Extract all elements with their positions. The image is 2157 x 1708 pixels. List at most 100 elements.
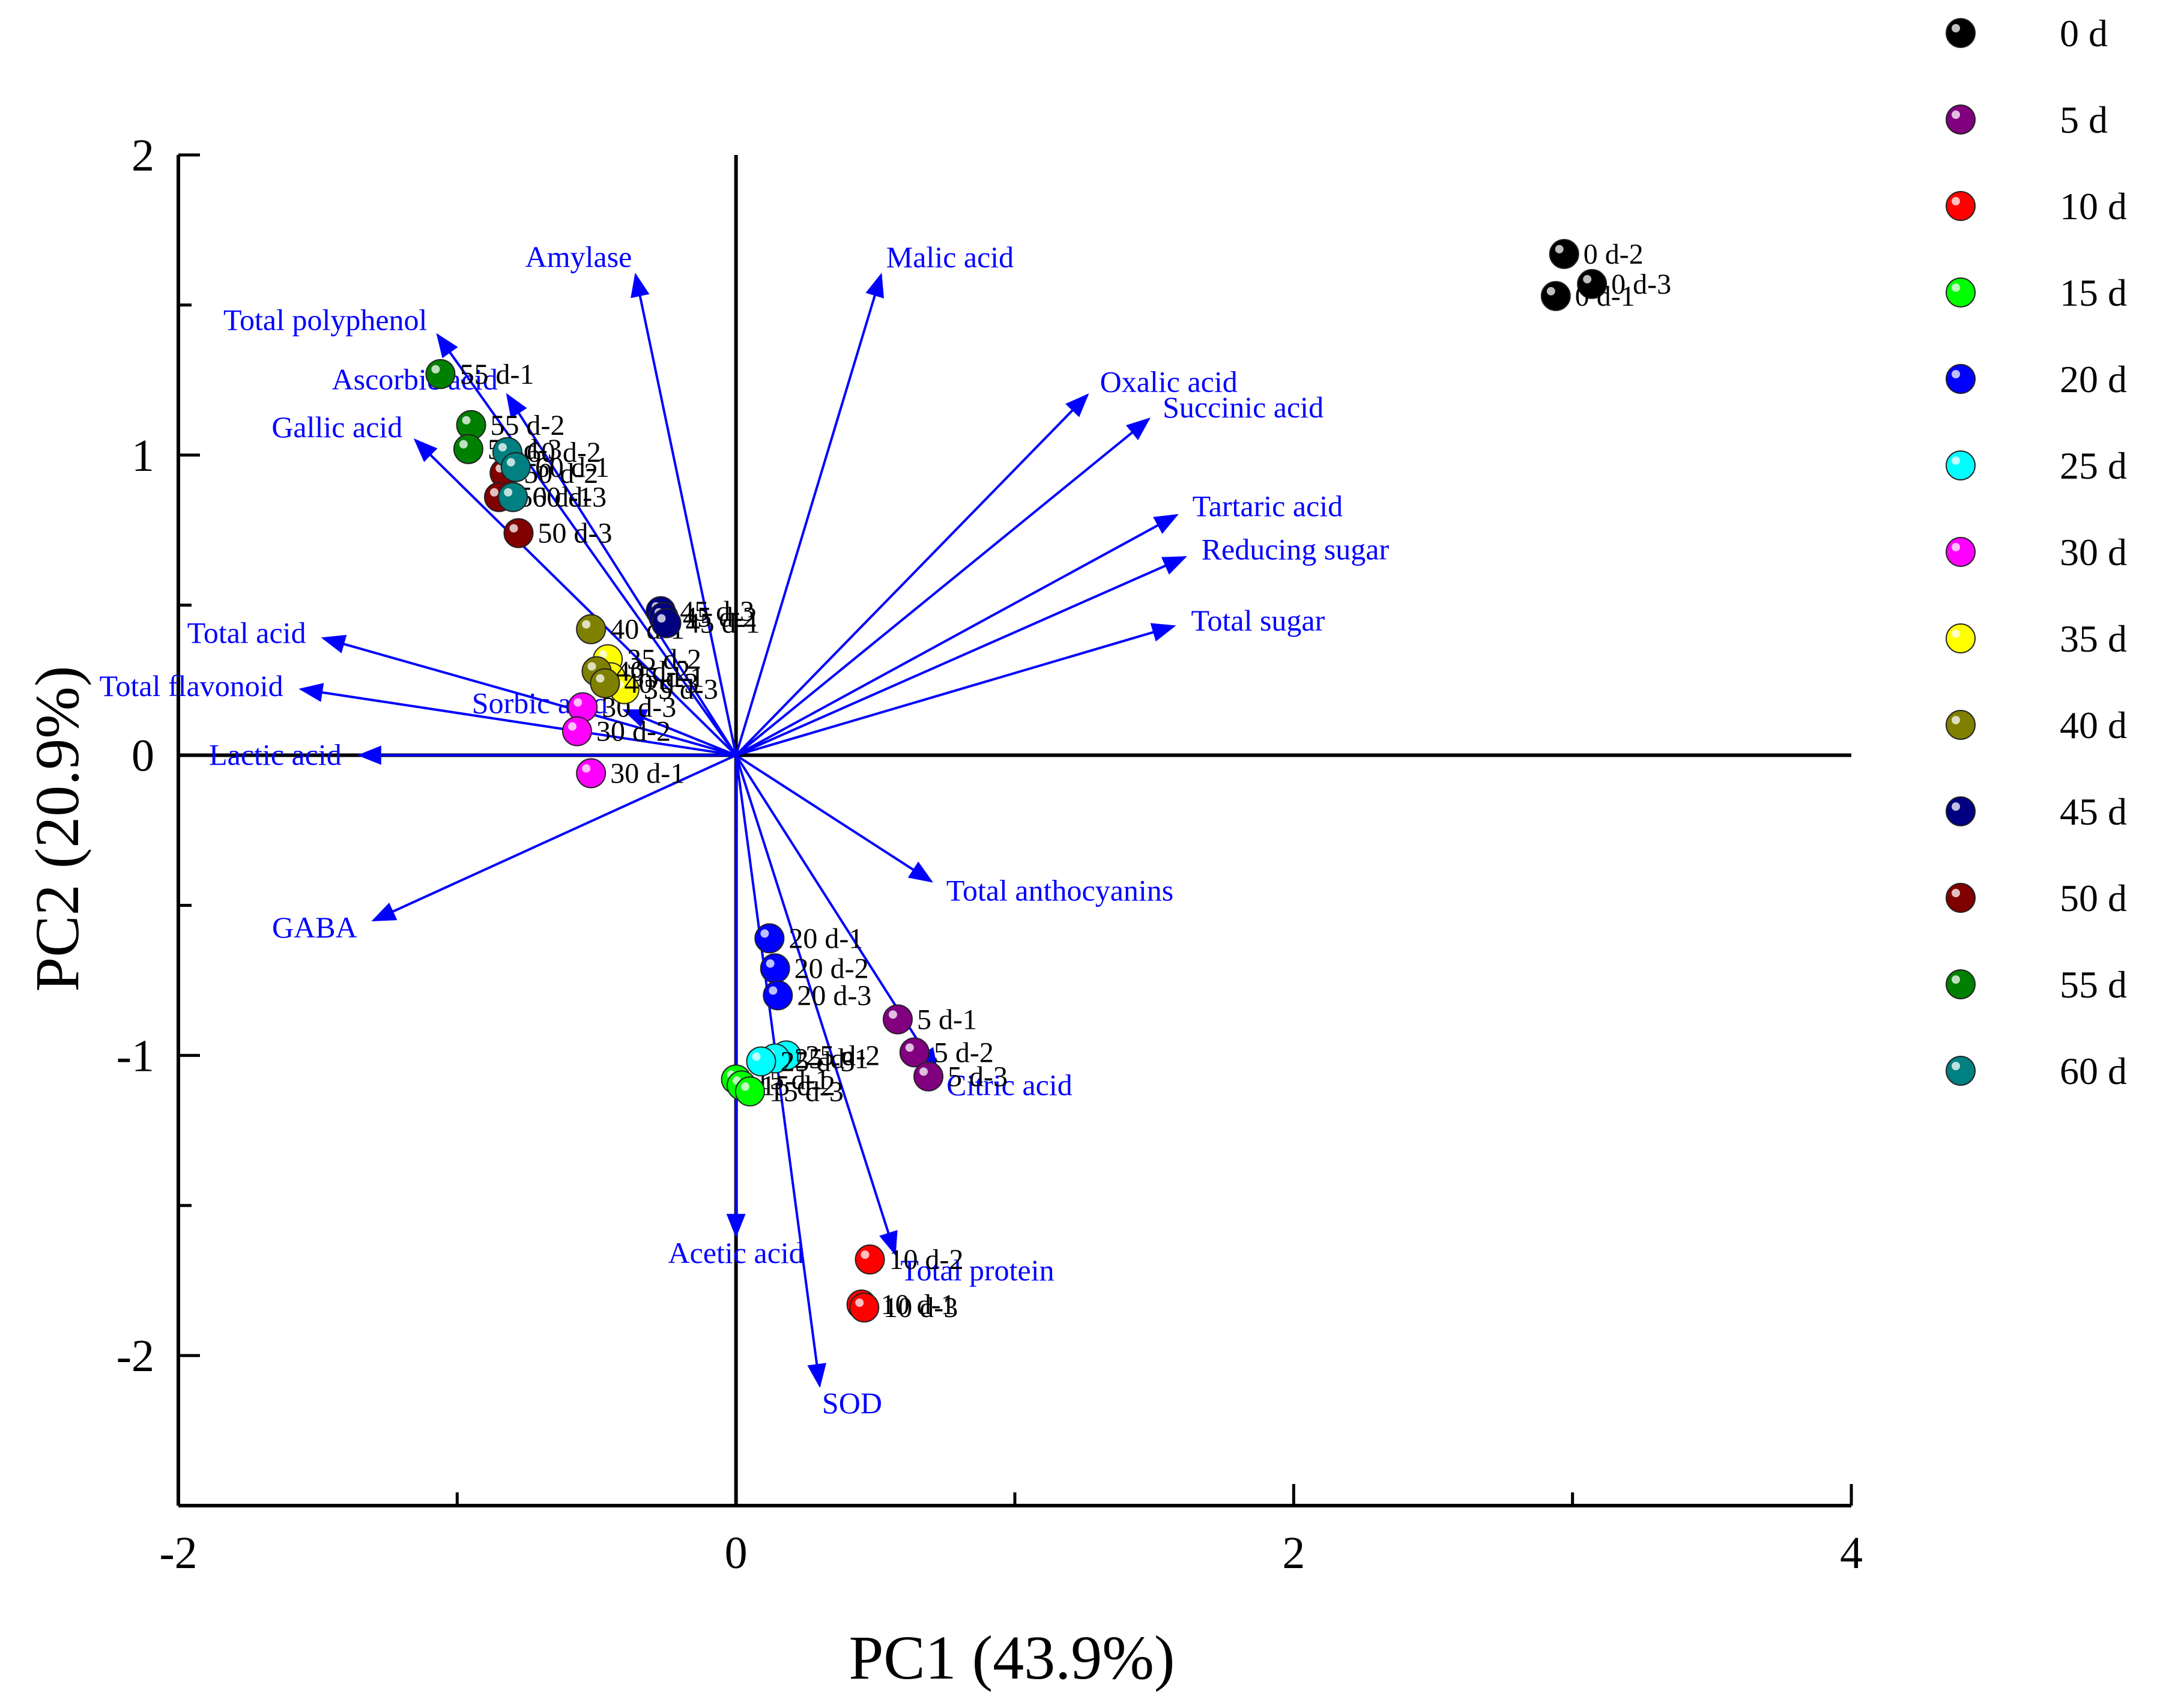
point-40-d-1 bbox=[576, 614, 607, 644]
legend-marker-20-d bbox=[1946, 364, 1976, 394]
legend-marker-highlight-55-d bbox=[1952, 975, 1960, 984]
point-label-30-d-2: 30 d-2 bbox=[596, 716, 671, 748]
point-label-50-d-3: 50 d-3 bbox=[537, 518, 612, 550]
point-highlight-60-d-3 bbox=[504, 488, 513, 497]
point-10-d-2 bbox=[855, 1244, 885, 1275]
x-tick-label: 0 bbox=[725, 1528, 748, 1578]
vector-label-total-sugar: Total sugar bbox=[1191, 604, 1325, 637]
point-0-d-2 bbox=[1549, 238, 1579, 269]
vector-amylase bbox=[631, 272, 737, 756]
legend-label-60-d: 60 d bbox=[2060, 1050, 2127, 1092]
axes: -2 0 2 4 -2 -1 0 1 2 bbox=[116, 130, 1863, 1578]
point-label-55-d-1: 55 d-1 bbox=[459, 359, 534, 390]
point-label-25-d-1: 25 d-1 bbox=[794, 1043, 869, 1074]
point-20-d-2 bbox=[760, 953, 790, 984]
legend-marker-highlight-60-d bbox=[1952, 1062, 1960, 1070]
point-label-50-d-2: 50 d-2 bbox=[524, 458, 598, 489]
legend-marker-35-d bbox=[1946, 623, 1976, 653]
point-label-45-d-2: 45 d-2 bbox=[683, 602, 757, 634]
point-label-40-d-3: 40 d-3 bbox=[624, 668, 698, 700]
vector-label-total-flavonoid: Total flavonoid bbox=[99, 669, 283, 703]
y-tick-label: 2 bbox=[132, 130, 154, 181]
point-label-25-d-3: 25 d-3 bbox=[780, 1046, 855, 1077]
legend-marker-45-d bbox=[1946, 796, 1976, 826]
point-label-30-d-1: 30 d-1 bbox=[610, 758, 685, 790]
vector-label-total-polyphenol: Total polyphenol bbox=[223, 303, 428, 336]
point-label-0-d-3: 0 d-3 bbox=[1611, 268, 1671, 300]
legend-marker-highlight-25-d bbox=[1952, 456, 1960, 465]
point-30-d-1 bbox=[576, 758, 607, 789]
point-label-5-d-2: 5 d-2 bbox=[934, 1037, 994, 1068]
point-30-d-2 bbox=[561, 716, 592, 746]
point-20-d-3 bbox=[763, 980, 793, 1011]
vector-reducing-sugar bbox=[735, 556, 1187, 757]
point-0-d-1 bbox=[1540, 280, 1571, 311]
point-highlight-5-d-3 bbox=[919, 1067, 928, 1076]
legend-marker-55-d bbox=[1946, 969, 1976, 999]
point-highlight-55-d-3 bbox=[459, 440, 468, 449]
point-label-60-d-3: 60 d-3 bbox=[532, 482, 607, 513]
point-label-45-d-1: 45 d-1 bbox=[686, 608, 760, 640]
legend-marker-highlight-50-d bbox=[1952, 889, 1960, 897]
vector-label-sod: SOD bbox=[822, 1386, 882, 1420]
y-tick-label: -2 bbox=[116, 1331, 154, 1381]
legend-label-5-d: 5 d bbox=[2060, 98, 2108, 141]
legend-marker-highlight-30-d bbox=[1952, 543, 1960, 551]
point-label-10-d-1: 10 d-1 bbox=[881, 1289, 955, 1321]
point-label-10-d-3: 10 d-3 bbox=[883, 1292, 958, 1324]
x-tick-label: -2 bbox=[159, 1528, 197, 1578]
point-label-50-d-1: 50 d-1 bbox=[518, 482, 593, 513]
point-highlight-50-d-3 bbox=[509, 524, 518, 533]
point-15-d-3 bbox=[734, 1076, 765, 1107]
legend-marker-10-d bbox=[1946, 191, 1976, 221]
vector-label-total-acid: Total acid bbox=[187, 616, 306, 649]
point-highlight-25-d-3 bbox=[752, 1052, 761, 1061]
point-highlight-40-d-2 bbox=[587, 662, 596, 671]
point-5-d-3 bbox=[913, 1061, 944, 1092]
point-highlight-0-d-3 bbox=[1583, 274, 1592, 283]
point-label-25-d-2: 25 d-2 bbox=[805, 1040, 880, 1071]
vector-total-protein bbox=[734, 754, 898, 1256]
point-highlight-30-d-1 bbox=[582, 764, 591, 773]
point-highlight-55-d-2 bbox=[462, 416, 471, 425]
vector-oxalic-acid bbox=[735, 393, 1089, 756]
legend-marker-highlight-20-d bbox=[1952, 370, 1960, 378]
point-highlight-20-d-1 bbox=[760, 929, 769, 938]
legend-label-0-d: 0 d bbox=[2060, 12, 2108, 55]
legend-marker-50-d bbox=[1946, 883, 1976, 913]
legend-marker-40-d bbox=[1946, 710, 1976, 740]
point-highlight-60-d-2 bbox=[498, 443, 507, 452]
vector-label-gaba: GABA bbox=[272, 910, 357, 944]
y-axis-title: PC2 (20.9%) bbox=[23, 665, 92, 992]
y-tick-label: -1 bbox=[116, 1031, 154, 1081]
point-50-d-3 bbox=[503, 518, 534, 548]
legend-marker-highlight-10-d bbox=[1952, 197, 1960, 205]
point-highlight-40-d-1 bbox=[582, 620, 591, 629]
point-highlight-40-d-3 bbox=[596, 674, 605, 683]
legend-marker-highlight-0-d bbox=[1952, 24, 1960, 32]
vector-label-ascorbic-acid: Ascorbic acid bbox=[332, 362, 498, 396]
vector-label-succinic-acid: Succinic acid bbox=[1163, 390, 1324, 424]
vector-gallic-acid bbox=[413, 438, 737, 756]
vector-label-tartaric-acid: Tartaric acid bbox=[1193, 489, 1343, 522]
point-label-0-d-2: 0 d-2 bbox=[1584, 238, 1644, 270]
legend: 0 d 5 d 10 d 15 d 20 d 25 d 30 d 35 d 40 d 45 d 50… bbox=[1946, 12, 2127, 1092]
vector-label-acetic-acid: Acetic acid bbox=[668, 1236, 804, 1270]
legend-label-20-d: 20 d bbox=[2060, 358, 2127, 401]
legend-label-25-d: 25 d bbox=[2060, 444, 2127, 487]
point-highlight-55-d-1 bbox=[431, 365, 440, 374]
vector-total-acid bbox=[321, 635, 737, 757]
legend-marker-15-d bbox=[1946, 277, 1976, 307]
point-55-d-3 bbox=[453, 434, 483, 464]
point-40-d-3 bbox=[590, 668, 620, 698]
legend-marker-highlight-15-d bbox=[1952, 283, 1960, 292]
vector-label-reducing-sugar: Reducing sugar bbox=[1202, 533, 1390, 566]
point-highlight-0-d-2 bbox=[1555, 244, 1564, 253]
legend-label-35-d: 35 d bbox=[2060, 617, 2127, 660]
vector-total-anthocyanins bbox=[735, 754, 934, 883]
legend-label-45-d: 45 d bbox=[2060, 790, 2127, 833]
vector-label-oxalic-acid: Oxalic acid bbox=[1100, 365, 1238, 398]
point-20-d-1 bbox=[754, 923, 785, 954]
legend-marker-highlight-45-d bbox=[1952, 802, 1960, 811]
